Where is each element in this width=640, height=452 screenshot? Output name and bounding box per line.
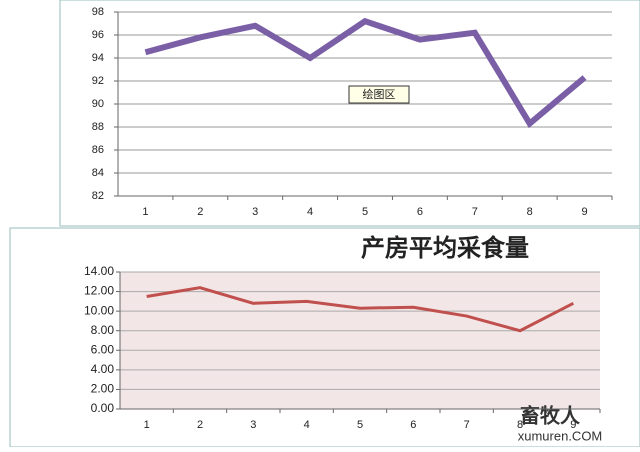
- x-tick-label: 1: [142, 206, 148, 218]
- y-tick-label: 90: [92, 98, 104, 110]
- y-tick-label: 94: [92, 52, 104, 64]
- x-tick-label: 5: [357, 419, 363, 431]
- y-tick-label: 82: [92, 190, 104, 202]
- chart-title: 产房平均采食量: [361, 234, 529, 262]
- x-tick-label: 9: [581, 206, 587, 218]
- y-tick-label: 96: [92, 29, 104, 41]
- y-tick-label: 10.00: [84, 303, 114, 317]
- y-tick-label: 2.00: [91, 382, 115, 396]
- x-tick-label: 3: [250, 419, 256, 431]
- x-tick-label: 3: [252, 206, 258, 218]
- plot-area: [120, 272, 600, 409]
- x-tick-label: 2: [197, 419, 203, 431]
- x-tick-label: 8: [527, 206, 533, 218]
- y-tick-label: 84: [92, 167, 104, 179]
- x-tick-label: 4: [304, 419, 310, 431]
- x-tick-label: 8: [517, 419, 523, 431]
- y-tick-label: 12.00: [84, 284, 114, 298]
- x-tick-label: 7: [464, 419, 470, 431]
- y-tick-label: 98: [92, 6, 104, 18]
- y-tick-label: 14.00: [84, 264, 114, 278]
- y-tick-label: 88: [92, 121, 104, 133]
- y-tick-label: 92: [92, 75, 104, 87]
- y-tick-label: 8.00: [91, 323, 115, 337]
- x-tick-label: 2: [197, 206, 203, 218]
- x-tick-label: 4: [307, 206, 313, 218]
- data-line: [146, 286, 575, 333]
- y-tick-label: 4.00: [91, 362, 115, 376]
- data-line: [144, 17, 587, 129]
- x-tick-label: 7: [472, 206, 478, 218]
- y-tick-label: 86: [92, 144, 104, 156]
- y-tick-label: 6.00: [91, 342, 115, 356]
- watermark-name: 畜牧人: [520, 403, 581, 427]
- watermark-site: xumuren.COM: [518, 428, 603, 443]
- x-tick-label: 1: [144, 419, 150, 431]
- tooltip-box: [348, 85, 410, 104]
- x-tick-label: 6: [417, 206, 423, 218]
- y-tick-label: 0.00: [91, 401, 115, 415]
- x-tick-label: 6: [410, 419, 416, 431]
- x-tick-label: 5: [362, 206, 368, 218]
- x-tick-label: 9: [570, 419, 576, 431]
- tooltip: 绘图区: [363, 87, 396, 101]
